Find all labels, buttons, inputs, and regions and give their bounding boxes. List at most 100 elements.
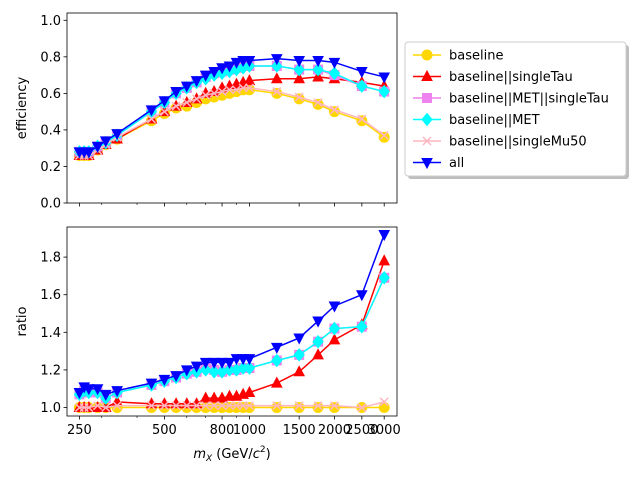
x-axis-label: mX (GeV/c2) [193,445,270,464]
data-point [231,85,242,95]
axes-frame [66,226,398,417]
legend-label: baseline||MET||singleTau [449,92,609,107]
legend-marker [421,49,433,61]
data-point [208,391,220,403]
data-point [356,290,368,302]
data-point [223,61,236,73]
data-point [182,401,192,411]
legend: baseline baseline||singleTau baseline||MET… [404,41,629,179]
data-point [231,401,242,411]
data-point [312,56,324,68]
data-point [312,402,324,414]
data-point [216,63,228,75]
data-point [180,81,193,93]
data-point [293,348,305,362]
series-all [73,54,391,159]
data-point [271,59,283,73]
data-point [190,76,203,88]
data-point [243,74,256,86]
legend-label: baseline||singleTau [449,70,573,85]
data-point [294,401,304,411]
data-point [270,72,283,84]
data-point [312,316,324,328]
y-tick-label: 0.0 [40,197,61,212]
data-point [209,401,219,411]
x-tick-label: 250 [67,423,92,438]
data-point [199,70,212,82]
data-point [158,96,171,108]
data-point [192,401,202,411]
series-baseline||singleTau [73,70,391,160]
data-point [217,401,227,411]
axes-frame [66,12,398,204]
data-point [293,365,305,377]
y-axis-label: ratio [15,306,30,336]
y-tick-label: 1.6 [40,288,61,303]
data-point [293,402,305,414]
series-line [79,260,385,409]
data-point [243,361,256,375]
data-point [328,57,341,69]
data-point [378,230,391,242]
legend-marker [421,158,433,170]
data-point [171,101,181,111]
data-point [244,401,254,411]
data-point [293,333,305,345]
data-point [99,389,112,401]
legend-label: baseline [449,49,503,64]
data-point [328,333,341,345]
panel-top: 0.0 0.2 0.4 0.6 0.8 1.0 efficiency [15,12,398,212]
data-point [328,66,341,81]
data-point [243,56,256,68]
legend-entry: baseline||MET||singleTau [413,92,609,107]
legend-marker [422,136,432,146]
x-tick-label: 1000 [233,423,266,438]
y-axis-label: efficiency [15,76,30,139]
data-point [378,254,391,266]
data-point [378,402,390,414]
series-baseline [73,84,390,161]
data-point [146,401,157,411]
data-point [170,87,182,99]
data-point [82,147,95,159]
data-point [379,130,389,140]
legend-label: all [449,156,464,171]
data-point [328,402,340,414]
data-point [201,401,211,411]
x-tick-label: 3000 [368,423,401,438]
data-point [208,365,220,379]
data-point [91,384,104,396]
data-point [93,401,103,411]
legend-marker [422,93,432,103]
data-point [145,378,158,390]
data-point [244,83,254,93]
y-tick-label: 1.8 [40,251,61,266]
data-point [223,357,236,369]
data-point [270,376,283,388]
data-point [357,114,367,124]
data-point [356,319,368,334]
data-point [111,129,123,141]
data-point [270,54,283,66]
data-point [99,136,112,148]
series-line [79,88,385,157]
x-tick-label: 1500 [283,423,316,438]
data-point [159,107,169,117]
y-tick-label: 0.4 [40,123,61,138]
data-point [223,389,236,401]
data-point [199,357,212,369]
y-tick-label: 0.2 [40,160,61,175]
legend-entry: all [413,156,464,171]
data-point [270,342,283,354]
data-point [170,371,182,383]
legend-entry: baseline||singleMu50 [413,135,587,150]
data-point [158,374,171,386]
data-point [294,92,304,102]
data-point [272,401,282,411]
y-tick-label: 1.4 [40,326,61,341]
data-point [146,114,157,124]
data-point [271,402,283,414]
data-point [199,391,212,403]
legend-marker [421,69,433,81]
legend-label: baseline||singleMu50 [449,135,587,150]
